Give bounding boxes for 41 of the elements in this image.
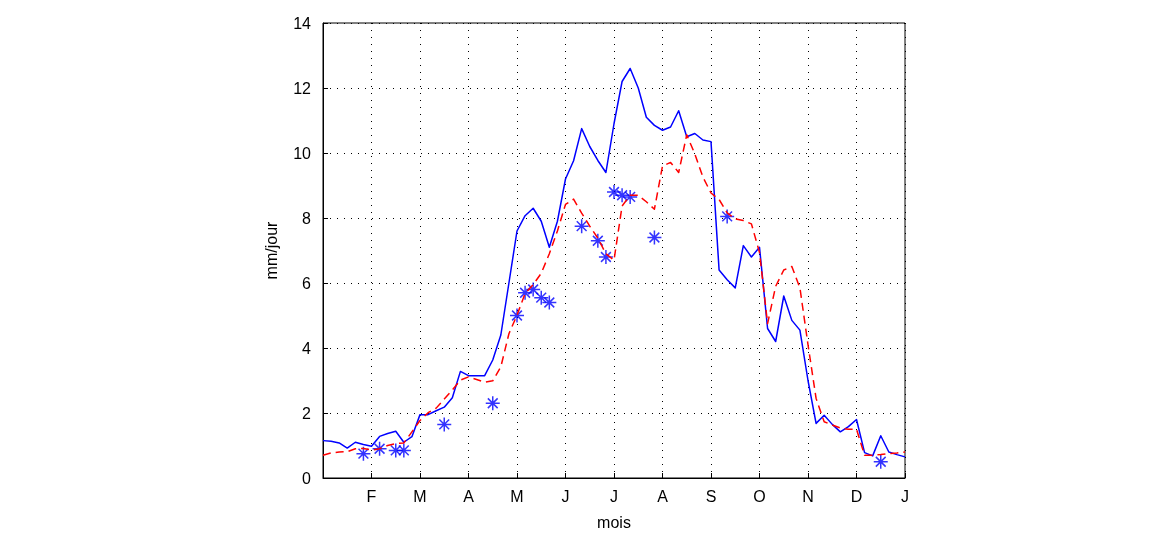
point xyxy=(517,285,533,301)
point xyxy=(371,441,388,457)
point xyxy=(533,289,549,306)
point xyxy=(436,416,452,433)
y-tick-label: 8 xyxy=(302,209,312,227)
x-tick-label: F xyxy=(366,487,377,505)
line-series xyxy=(322,67,906,458)
y-tick-label: 4 xyxy=(302,339,312,357)
y-axis-title: mm/jour xyxy=(262,220,280,280)
point xyxy=(388,442,404,459)
point xyxy=(719,208,735,225)
y-tick-label: 6 xyxy=(302,274,312,292)
line-series xyxy=(322,134,906,456)
point xyxy=(590,233,606,249)
y-tick-label: 10 xyxy=(293,144,312,162)
y-tick-label: 12 xyxy=(293,79,312,97)
x-tick-label: M xyxy=(510,487,524,505)
point xyxy=(525,281,541,298)
x-tick-label: A xyxy=(463,487,475,505)
point xyxy=(541,294,558,311)
point xyxy=(573,218,590,234)
x-tick-label: J xyxy=(901,487,909,505)
point xyxy=(355,445,372,462)
x-tick-label: J xyxy=(610,487,618,505)
x-tick-label: O xyxy=(753,487,766,505)
point xyxy=(873,454,889,470)
point xyxy=(509,307,525,324)
point xyxy=(598,249,614,265)
y-tick-label: 0 xyxy=(302,469,312,487)
x-tick-label: S xyxy=(705,487,717,505)
point xyxy=(396,442,412,459)
x-tick-label: M xyxy=(413,487,427,505)
x-tick-label: N xyxy=(802,487,814,505)
point xyxy=(646,229,663,246)
point xyxy=(485,395,501,411)
x-tick-label: J xyxy=(561,487,570,505)
x-axis-title: mois xyxy=(597,513,631,531)
x-tick-label: A xyxy=(657,487,669,505)
y-tick-label: 2 xyxy=(302,404,312,422)
x-tick-label: D xyxy=(850,487,863,505)
y-tick-label: 14 xyxy=(293,14,312,32)
